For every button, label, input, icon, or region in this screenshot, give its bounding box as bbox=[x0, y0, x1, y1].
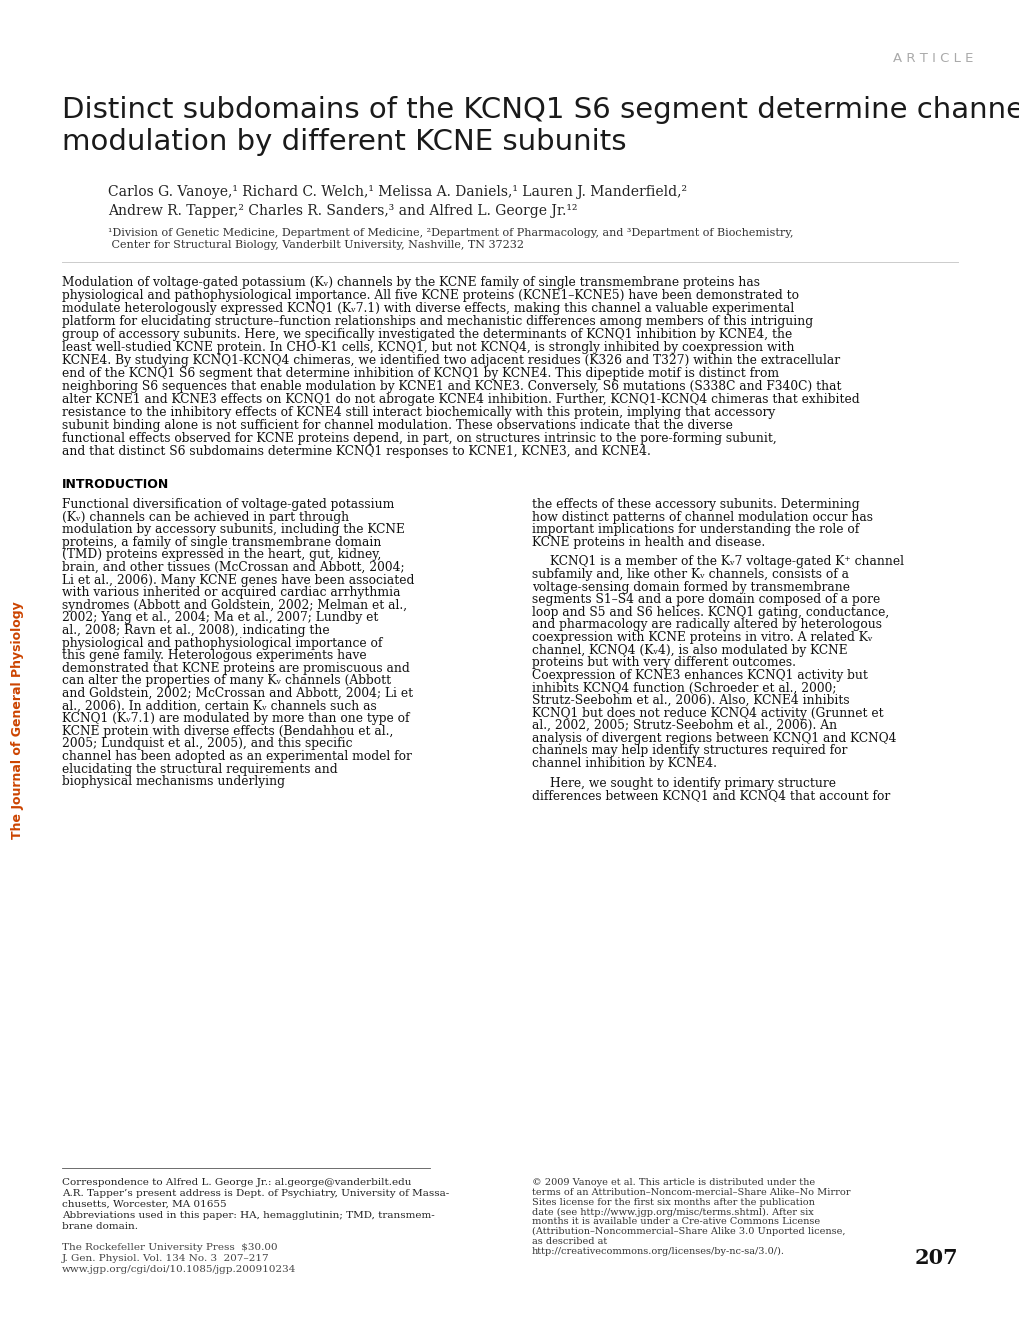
Text: how distinct patterns of channel modulation occur has: how distinct patterns of channel modulat… bbox=[532, 511, 872, 524]
Text: al., 2002, 2005; Strutz-Seebohm et al., 2006). An: al., 2002, 2005; Strutz-Seebohm et al., … bbox=[532, 719, 837, 733]
Text: Here, we sought to identify primary structure: Here, we sought to identify primary stru… bbox=[549, 776, 836, 789]
Text: months it is available under a Cre-ative Commons License: months it is available under a Cre-ative… bbox=[532, 1217, 819, 1226]
Text: functional effects observed for KCNE proteins depend, in part, on structures int: functional effects observed for KCNE pro… bbox=[62, 432, 776, 445]
Text: the effects of these accessory subunits. Determining: the effects of these accessory subunits.… bbox=[532, 498, 859, 511]
Text: channels may help identify structures required for: channels may help identify structures re… bbox=[532, 744, 847, 758]
Text: can alter the properties of many Kᵥ channels (Abbott: can alter the properties of many Kᵥ chan… bbox=[62, 675, 390, 688]
Text: A.R. Tapper’s present address is Dept. of Psychiatry, University of Massa-: A.R. Tapper’s present address is Dept. o… bbox=[62, 1189, 448, 1199]
Text: chusetts, Worcester, MA 01655: chusetts, Worcester, MA 01655 bbox=[62, 1200, 226, 1209]
Text: end of the KCNQ1 S6 segment that determine inhibition of KCNQ1 by KCNE4. This di: end of the KCNQ1 S6 segment that determi… bbox=[62, 367, 779, 380]
Text: group of accessory subunits. Here, we specifically investigated the determinants: group of accessory subunits. Here, we sp… bbox=[62, 327, 792, 341]
Text: INTRODUCTION: INTRODUCTION bbox=[62, 478, 169, 491]
Text: Sites license for the first six months after the publication: Sites license for the first six months a… bbox=[532, 1197, 814, 1206]
Text: Center for Structural Biology, Vanderbilt University, Nashville, TN 37232: Center for Structural Biology, Vanderbil… bbox=[108, 240, 524, 249]
Text: KCNE proteins in health and disease.: KCNE proteins in health and disease. bbox=[532, 536, 764, 549]
Text: Coexpression of KCNE3 enhances KCNQ1 activity but: Coexpression of KCNE3 enhances KCNQ1 act… bbox=[532, 669, 867, 682]
Text: KCNQ1 (Kᵥ7.1) are modulated by more than one type of: KCNQ1 (Kᵥ7.1) are modulated by more than… bbox=[62, 713, 409, 725]
Text: Andrew R. Tapper,² Charles R. Sanders,³ and Alfred L. George Jr.¹²: Andrew R. Tapper,² Charles R. Sanders,³ … bbox=[108, 205, 577, 218]
Text: biophysical mechanisms underlying: biophysical mechanisms underlying bbox=[62, 775, 284, 788]
Text: coexpression with KCNE proteins in vitro. A related Kᵥ: coexpression with KCNE proteins in vitro… bbox=[532, 631, 871, 644]
Text: least well-studied KCNE protein. In CHO-K1 cells, KCNQ1, but not KCNQ4, is stron: least well-studied KCNE protein. In CHO-… bbox=[62, 341, 794, 354]
Text: modulation by different KCNE subunits: modulation by different KCNE subunits bbox=[62, 128, 626, 156]
Text: © 2009 Vanoye et al. This article is distributed under the: © 2009 Vanoye et al. This article is dis… bbox=[532, 1177, 814, 1187]
Text: brane domain.: brane domain. bbox=[62, 1222, 138, 1232]
Text: and pharmacology are radically altered by heterologous: and pharmacology are radically altered b… bbox=[532, 618, 881, 631]
Text: modulate heterologously expressed KCNQ1 (Kᵥ7.1) with diverse effects, making thi: modulate heterologously expressed KCNQ1 … bbox=[62, 302, 794, 315]
Text: http://creativecommons.org/licenses/by-nc-sa/3.0/).: http://creativecommons.org/licenses/by-n… bbox=[532, 1246, 785, 1255]
Text: Correspondence to Alfred L. George Jr.: al.george@vanderbilt.edu: Correspondence to Alfred L. George Jr.: … bbox=[62, 1177, 411, 1187]
Text: date (see http://www.jgp.org/misc/terms.shtml). After six: date (see http://www.jgp.org/misc/terms.… bbox=[532, 1208, 813, 1217]
Text: and Goldstein, 2002; McCrossan and Abbott, 2004; Li et: and Goldstein, 2002; McCrossan and Abbot… bbox=[62, 686, 413, 700]
Text: this gene family. Heterologous experiments have: this gene family. Heterologous experimen… bbox=[62, 649, 366, 663]
Text: A R T I C L E: A R T I C L E bbox=[892, 51, 972, 65]
Text: channel, KCNQ4 (Kᵥ4), is also modulated by KCNE: channel, KCNQ4 (Kᵥ4), is also modulated … bbox=[532, 644, 847, 656]
Text: al., 2006). In addition, certain Kᵥ channels such as: al., 2006). In addition, certain Kᵥ chan… bbox=[62, 700, 376, 713]
Text: physiological and pathophysiological importance. All five KCNE proteins (KCNE1–K: physiological and pathophysiological imp… bbox=[62, 289, 798, 302]
Text: 207: 207 bbox=[913, 1247, 957, 1269]
Text: demonstrated that KCNE proteins are promiscuous and: demonstrated that KCNE proteins are prom… bbox=[62, 661, 410, 675]
Text: Strutz-Seebohm et al., 2006). Also, KCNE4 inhibits: Strutz-Seebohm et al., 2006). Also, KCNE… bbox=[532, 694, 849, 708]
Text: proteins but with very different outcomes.: proteins but with very different outcome… bbox=[532, 656, 795, 669]
Text: alter KCNE1 and KCNE3 effects on KCNQ1 do not abrogate KCNE4 inhibition. Further: alter KCNE1 and KCNE3 effects on KCNQ1 d… bbox=[62, 393, 859, 407]
Text: channel has been adopted as an experimental model for: channel has been adopted as an experimen… bbox=[62, 750, 412, 763]
Text: neighboring S6 sequences that enable modulation by KCNE1 and KCNE3. Conversely, : neighboring S6 sequences that enable mod… bbox=[62, 380, 841, 393]
Text: analysis of divergent regions between KCNQ1 and KCNQ4: analysis of divergent regions between KC… bbox=[532, 731, 896, 744]
Text: segments S1–S4 and a pore domain composed of a pore: segments S1–S4 and a pore domain compose… bbox=[532, 593, 879, 606]
Text: and that distinct S6 subdomains determine KCNQ1 responses to KCNE1, KCNE3, and K: and that distinct S6 subdomains determin… bbox=[62, 445, 650, 458]
Text: 2005; Lundquist et al., 2005), and this specific: 2005; Lundquist et al., 2005), and this … bbox=[62, 738, 353, 750]
Text: ¹Division of Genetic Medicine, Department of Medicine, ²Department of Pharmacolo: ¹Division of Genetic Medicine, Departmen… bbox=[108, 228, 793, 238]
Text: subunit binding alone is not sufficient for channel modulation. These observatio: subunit binding alone is not sufficient … bbox=[62, 418, 733, 432]
Text: Distinct subdomains of the KCNQ1 S6 segment determine channel: Distinct subdomains of the KCNQ1 S6 segm… bbox=[62, 96, 1019, 124]
Text: terms of an Attribution–Noncom-mercial–Share Alike–No Mirror: terms of an Attribution–Noncom-mercial–S… bbox=[532, 1188, 850, 1197]
Text: 2002; Yang et al., 2004; Ma et al., 2007; Lundby et: 2002; Yang et al., 2004; Ma et al., 2007… bbox=[62, 611, 378, 624]
Text: Modulation of voltage-gated potassium (Kᵥ) channels by the KCNE family of single: Modulation of voltage-gated potassium (K… bbox=[62, 276, 759, 289]
Text: differences between KCNQ1 and KCNQ4 that account for: differences between KCNQ1 and KCNQ4 that… bbox=[532, 789, 890, 803]
Text: KCNE4. By studying KCNQ1-KCNQ4 chimeras, we identified two adjacent residues (K3: KCNE4. By studying KCNQ1-KCNQ4 chimeras,… bbox=[62, 354, 840, 367]
Text: (Kᵥ) channels can be achieved in part through: (Kᵥ) channels can be achieved in part th… bbox=[62, 511, 348, 524]
Text: syndromes (Abbott and Goldstein, 2002; Melman et al.,: syndromes (Abbott and Goldstein, 2002; M… bbox=[62, 599, 407, 611]
Text: important implications for understanding the role of: important implications for understanding… bbox=[532, 523, 858, 536]
Text: as described at: as described at bbox=[532, 1237, 606, 1246]
Text: inhibits KCNQ4 function (Schroeder et al., 2000;: inhibits KCNQ4 function (Schroeder et al… bbox=[532, 681, 836, 694]
Text: The Journal of General Physiology: The Journal of General Physiology bbox=[11, 601, 24, 840]
Text: The Rockefeller University Press  $30.00: The Rockefeller University Press $30.00 bbox=[62, 1243, 277, 1251]
Text: (Attribution–Noncommercial–Share Alike 3.0 Unported license,: (Attribution–Noncommercial–Share Alike 3… bbox=[532, 1228, 845, 1236]
Text: KCNQ1 is a member of the Kᵥ7 voltage-gated K⁺ channel: KCNQ1 is a member of the Kᵥ7 voltage-gat… bbox=[549, 556, 903, 569]
Text: Abbreviations used in this paper: HA, hemagglutinin; TMD, transmem-: Abbreviations used in this paper: HA, he… bbox=[62, 1210, 434, 1220]
Text: KCNE protein with diverse effects (Bendahhou et al.,: KCNE protein with diverse effects (Benda… bbox=[62, 725, 393, 738]
Text: Carlos G. Vanoye,¹ Richard C. Welch,¹ Melissa A. Daniels,¹ Lauren J. Manderfield: Carlos G. Vanoye,¹ Richard C. Welch,¹ Me… bbox=[108, 185, 687, 199]
Text: Functional diversification of voltage-gated potassium: Functional diversification of voltage-ga… bbox=[62, 498, 394, 511]
Text: with various inherited or acquired cardiac arrhythmia: with various inherited or acquired cardi… bbox=[62, 586, 400, 599]
Text: al., 2008; Ravn et al., 2008), indicating the: al., 2008; Ravn et al., 2008), indicatin… bbox=[62, 624, 329, 638]
Text: modulation by accessory subunits, including the KCNE: modulation by accessory subunits, includ… bbox=[62, 523, 405, 536]
Text: subfamily and, like other Kᵥ channels, consists of a: subfamily and, like other Kᵥ channels, c… bbox=[532, 568, 848, 581]
Text: KCNQ1 but does not reduce KCNQ4 activity (Grunnet et: KCNQ1 but does not reduce KCNQ4 activity… bbox=[532, 706, 882, 719]
Text: proteins, a family of single transmembrane domain: proteins, a family of single transmembra… bbox=[62, 536, 381, 549]
Text: elucidating the structural requirements and: elucidating the structural requirements … bbox=[62, 763, 337, 776]
Text: brain, and other tissues (McCrossan and Abbott, 2004;: brain, and other tissues (McCrossan and … bbox=[62, 561, 405, 574]
Text: channel inhibition by KCNE4.: channel inhibition by KCNE4. bbox=[532, 756, 716, 770]
Text: J. Gen. Physiol. Vol. 134 No. 3  207–217: J. Gen. Physiol. Vol. 134 No. 3 207–217 bbox=[62, 1254, 269, 1263]
Text: loop and S5 and S6 helices. KCNQ1 gating, conductance,: loop and S5 and S6 helices. KCNQ1 gating… bbox=[532, 606, 889, 619]
Text: www.jgp.org/cgi/doi/10.1085/jgp.200910234: www.jgp.org/cgi/doi/10.1085/jgp.20091023… bbox=[62, 1265, 297, 1274]
Text: voltage-sensing domain formed by transmembrane: voltage-sensing domain formed by transme… bbox=[532, 581, 849, 594]
Text: physiological and pathophysiological importance of: physiological and pathophysiological imp… bbox=[62, 636, 382, 649]
Text: resistance to the inhibitory effects of KCNE4 still interact biochemically with : resistance to the inhibitory effects of … bbox=[62, 407, 774, 418]
Text: (TMD) proteins expressed in the heart, gut, kidney,: (TMD) proteins expressed in the heart, g… bbox=[62, 548, 381, 561]
Text: Li et al., 2006). Many KCNE genes have been associated: Li et al., 2006). Many KCNE genes have b… bbox=[62, 574, 414, 586]
Text: platform for elucidating structure–function relationships and mechanistic differ: platform for elucidating structure–funct… bbox=[62, 315, 812, 327]
